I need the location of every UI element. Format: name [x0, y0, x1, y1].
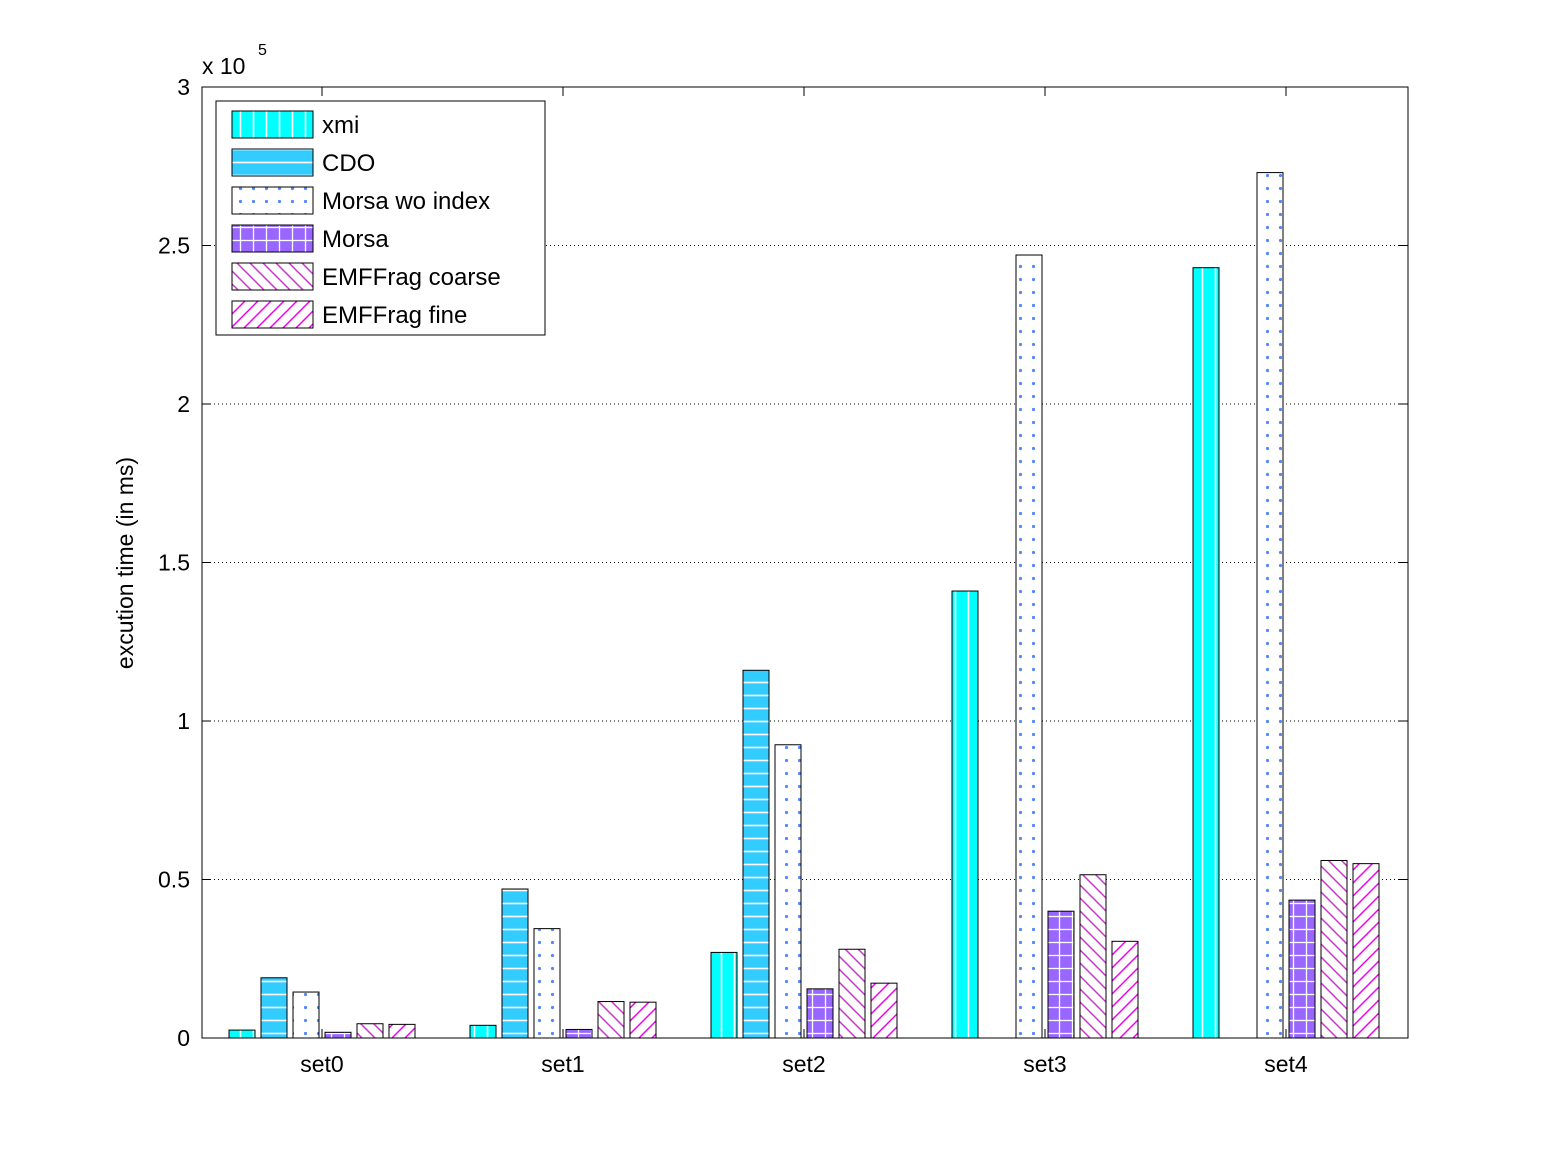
bar-xmi [228, 1029, 256, 1039]
y-multiplier-exponent: 5 [258, 42, 267, 59]
x-tick-label: set4 [1264, 1051, 1308, 1077]
axis-ticks [202, 86, 1408, 1039]
bar-cdo [501, 888, 529, 1039]
y-tick-label: 2.5 [158, 233, 190, 259]
bar-emffrag-fine [1111, 940, 1139, 1039]
legend-label: EMFFrag fine [322, 302, 467, 329]
x-tick-label: set0 [300, 1051, 343, 1077]
y-tick-label: 1 [177, 708, 190, 734]
y-axis-label: excution time (in ms) [112, 457, 138, 669]
bar-emffrag-coarse [1079, 874, 1107, 1039]
bar-morsa-wo-index [1015, 254, 1043, 1039]
bar-morsa [324, 1031, 352, 1039]
legend-label: Morsa [322, 226, 389, 253]
y-tick-label: 1.5 [158, 550, 190, 576]
legend-swatch [231, 262, 314, 291]
y-tick-label: 0 [177, 1025, 190, 1051]
y-tick-label: 3 [177, 74, 190, 100]
bar-emffrag-fine [1352, 863, 1380, 1039]
legend-swatch [231, 224, 314, 253]
x-tick-label: set2 [782, 1051, 825, 1077]
legend-swatch [231, 148, 314, 177]
bar-emffrag-fine [388, 1023, 416, 1039]
legend-box [215, 100, 546, 336]
bar-morsa [806, 988, 834, 1039]
bar-morsa-wo-index [1256, 172, 1284, 1039]
bar-xmi [469, 1024, 497, 1039]
legend-swatch [231, 186, 314, 215]
tick-labels: 0 0.5 1 1.5 2 2.5 3 set0 set1 set2 set3 set4 [158, 74, 1308, 1077]
bar-emffrag-coarse [1320, 859, 1348, 1039]
y-tick-label: 2 [177, 391, 190, 417]
bar-emffrag-coarse [356, 1023, 384, 1039]
bars-group [228, 172, 1380, 1039]
bar-morsa [1288, 899, 1316, 1039]
bar-morsa-wo-index [292, 991, 320, 1039]
legend-label: EMFFrag coarse [322, 264, 501, 291]
y-multiplier-base: x 10 [202, 53, 245, 79]
y-tick-label: 0.5 [158, 867, 190, 893]
bar-emffrag-coarse [597, 1001, 625, 1039]
legend-swatch [231, 300, 314, 329]
bar-emffrag-coarse [838, 948, 866, 1039]
bar-xmi [1192, 267, 1220, 1039]
grid-lines [202, 245, 1408, 880]
bar-emffrag-fine [870, 982, 898, 1039]
bar-morsa [565, 1028, 593, 1039]
legend-label: Morsa wo index [322, 188, 490, 215]
bar-emffrag-fine [629, 1001, 657, 1039]
x-tick-label: set1 [541, 1051, 584, 1077]
bar-xmi [951, 590, 979, 1039]
legend-label: CDO [322, 150, 375, 177]
bar-morsa [1047, 910, 1075, 1039]
legend-label: xmi [322, 112, 359, 139]
bar-morsa-wo-index [533, 928, 561, 1039]
bar-cdo [260, 977, 288, 1039]
bar-morsa-wo-index [774, 744, 802, 1039]
bar-xmi [710, 951, 738, 1039]
legend-swatch [231, 110, 314, 139]
x-tick-label: set3 [1023, 1051, 1066, 1077]
bar-cdo [742, 669, 770, 1039]
legend: xmi CDO Morsa wo index Morsa EMFFrag coarse E… [215, 100, 546, 336]
